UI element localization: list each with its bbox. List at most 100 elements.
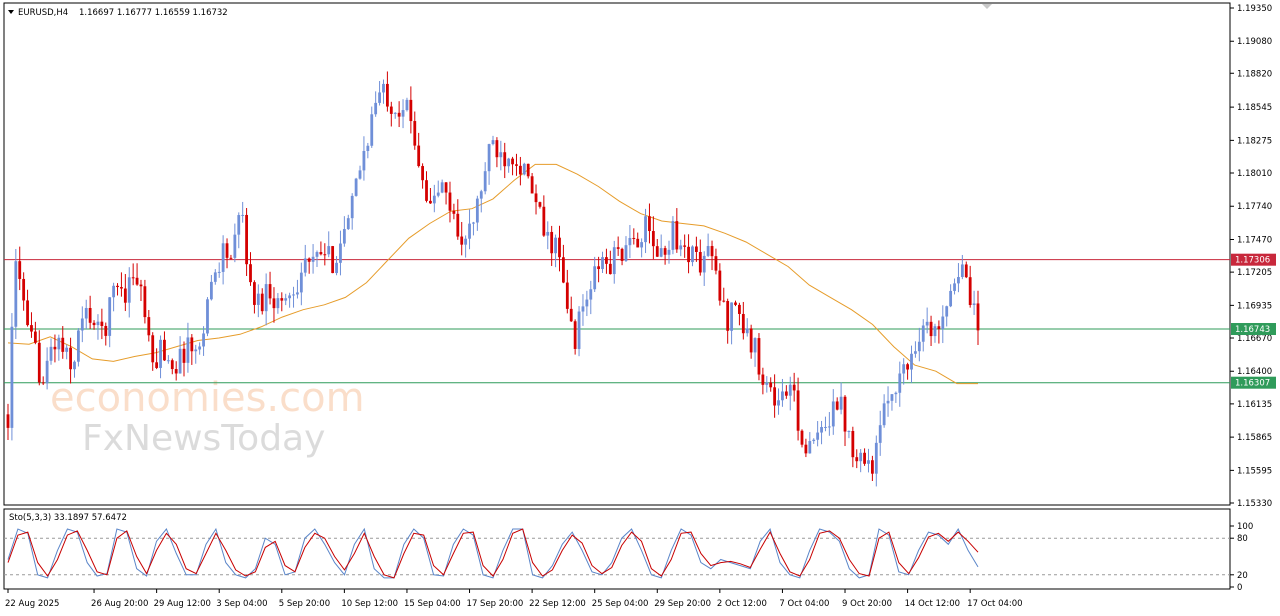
- candle: [26, 289, 29, 327]
- candle: [687, 234, 690, 274]
- candle: [741, 301, 745, 340]
- candle: [483, 162, 487, 195]
- candle: [910, 345, 913, 383]
- time-tick-label: 29 Aug 12:00: [154, 599, 211, 609]
- candle: [116, 283, 119, 296]
- candle: [804, 438, 808, 458]
- candle: [565, 269, 569, 314]
- candle: [225, 238, 229, 269]
- price-axis: 1.19350 1.19080 1.18820 1.18545 1.18275 1.180…: [1230, 4, 1272, 509]
- candle: [315, 250, 319, 267]
- price-tick-label: 1.17205: [1237, 268, 1272, 278]
- candle: [190, 334, 194, 365]
- candle: [562, 244, 565, 284]
- candle: [612, 240, 616, 284]
- candle: [632, 228, 636, 245]
- price-tick-label: 1.16135: [1237, 400, 1272, 410]
- candle: [601, 251, 604, 274]
- candle: [479, 189, 483, 213]
- candle: [397, 101, 401, 128]
- candle: [284, 293, 288, 306]
- candle: [792, 372, 796, 402]
- candle: [679, 239, 683, 257]
- candle: [339, 230, 342, 276]
- candle: [96, 314, 100, 340]
- candle: [644, 208, 647, 254]
- candle: [753, 337, 757, 367]
- candle: [663, 245, 667, 265]
- symbol-label: EURUSD,H4: [18, 8, 68, 18]
- candle: [100, 308, 104, 340]
- watermark-line1: economies.com: [50, 375, 365, 421]
- scroll-marker-icon[interactable]: [982, 4, 992, 9]
- support-lower-tag-label: 1.16307: [1235, 379, 1270, 389]
- candle: [198, 342, 202, 355]
- stoch-tick-label: 20: [1237, 571, 1248, 581]
- stoch-tick-label: 80: [1237, 534, 1248, 544]
- candle: [511, 156, 514, 176]
- candle: [894, 391, 898, 403]
- candle: [475, 195, 479, 231]
- price-tick-label: 1.19350: [1237, 4, 1272, 14]
- candle: [413, 111, 417, 150]
- candle: [577, 306, 581, 357]
- candle: [229, 254, 233, 260]
- candle: [206, 297, 209, 337]
- candle: [542, 195, 546, 237]
- candle: [378, 81, 381, 106]
- price-tick-label: 1.16400: [1237, 367, 1272, 377]
- support-upper-tag: [1231, 323, 1276, 336]
- candle: [867, 448, 870, 473]
- candles: [6, 71, 980, 487]
- candle: [335, 256, 338, 276]
- candle: [636, 232, 640, 248]
- candle: [237, 212, 241, 249]
- candle: [784, 385, 788, 399]
- candle: [882, 394, 886, 428]
- candle: [429, 187, 432, 204]
- candle: [968, 265, 972, 308]
- candle: [272, 287, 276, 323]
- candle: [781, 378, 784, 407]
- candle: [440, 179, 444, 194]
- candle: [127, 267, 131, 318]
- candle: [902, 358, 906, 385]
- candle: [331, 245, 335, 274]
- price-frame: [3, 2, 1231, 506]
- candle: [917, 327, 921, 362]
- candle: [151, 332, 155, 371]
- candle: [554, 234, 557, 268]
- candle: [816, 421, 820, 447]
- candle: [730, 302, 733, 345]
- candle: [870, 455, 874, 482]
- candle: [671, 216, 675, 255]
- candle: [61, 326, 65, 359]
- candle: [249, 252, 252, 286]
- candle: [178, 336, 182, 374]
- candle: [362, 136, 366, 181]
- candle: [675, 208, 679, 253]
- candle: [957, 263, 960, 293]
- candle: [472, 221, 475, 236]
- time-tick-label: 14 Oct 12:00: [905, 599, 960, 609]
- candle: [260, 288, 264, 315]
- candle: [73, 360, 76, 378]
- candle: [718, 263, 722, 306]
- candle: [49, 338, 53, 365]
- candle: [37, 330, 41, 386]
- candle: [745, 318, 749, 337]
- candle: [976, 290, 980, 346]
- candle: [425, 171, 428, 203]
- candle: [41, 376, 45, 386]
- candle: [773, 374, 777, 418]
- candle: [139, 279, 143, 302]
- price-tick-label: 1.18820: [1237, 69, 1272, 79]
- dropdown-arrow-icon[interactable]: [8, 10, 14, 14]
- candle: [33, 321, 37, 345]
- candle: [268, 271, 272, 305]
- candle: [432, 184, 436, 213]
- candle: [945, 305, 949, 327]
- candle: [253, 280, 256, 314]
- candle: [722, 287, 726, 303]
- candle: [468, 209, 471, 250]
